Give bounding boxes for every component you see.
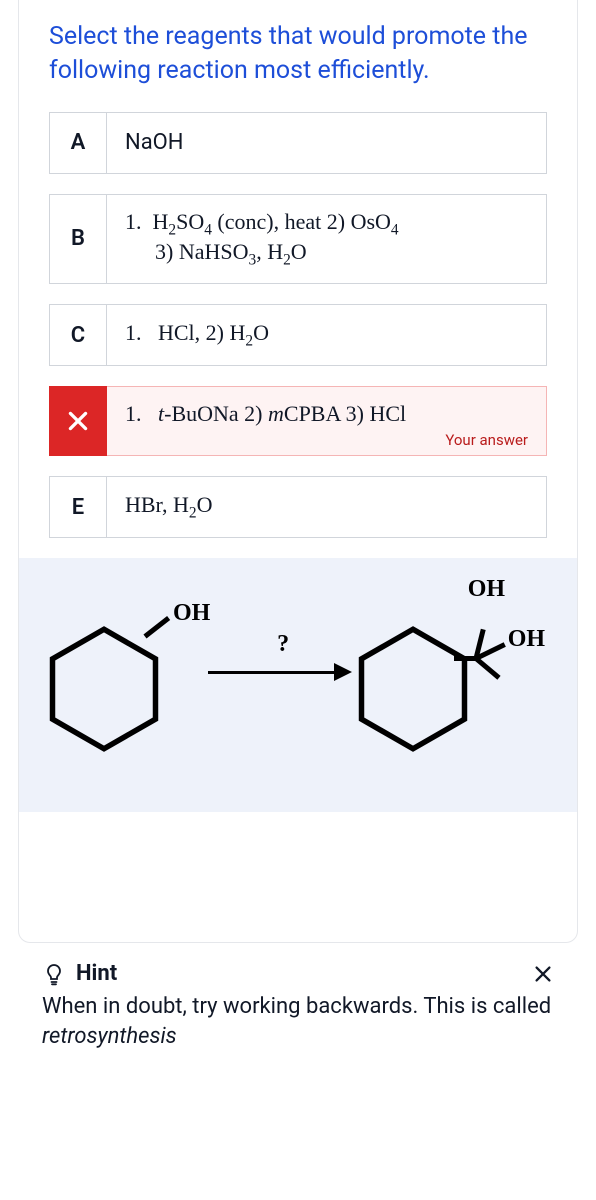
option-b[interactable]: B 1. H2SO4 (conc), heat 2) OsO4 3) NaHSO… — [49, 194, 547, 285]
option-a-text: NaOH — [125, 130, 184, 155]
reaction-arrow: ? — [208, 637, 357, 697]
hint-panel: Hint When in doubt, try working backward… — [18, 943, 578, 1059]
arrow-line — [208, 671, 338, 674]
hint-body: When in doubt, try working backwards. Th… — [42, 992, 554, 1051]
option-a-letter: A — [49, 112, 107, 174]
option-b-text: 1. H2SO4 (conc), heat 2) OsO4 3) NaHSO3,… — [125, 209, 528, 270]
reaction-diagram: OH ? OH OH — [19, 558, 577, 812]
option-a-body: NaOH — [107, 112, 547, 174]
option-e-text: HBr, H2O — [125, 492, 528, 522]
cyclohexane-ring-left — [49, 626, 159, 752]
options-list: A NaOH B 1. H2SO4 (conc), heat 2) OsO4 3… — [19, 112, 577, 539]
option-d-body: 1. t-BuONa 2) mCPBA 3) HCl Your answer — [107, 386, 547, 456]
hint-header-left: Hint — [42, 961, 117, 986]
option-e-body: HBr, H2O — [107, 476, 547, 538]
question-card: Select the reagents that would promote t… — [18, 0, 578, 943]
option-b-letter: B — [49, 194, 107, 285]
hint-body-prefix: When in doubt, try working backwards. Th… — [42, 994, 551, 1019]
option-d-text: 1. t-BuONa 2) mCPBA 3) HCl — [125, 401, 528, 427]
option-c[interactable]: C 1. HCl, 2) H2O — [49, 304, 547, 366]
lightbulb-icon — [42, 962, 66, 986]
option-e[interactable]: E HBr, H2O — [49, 476, 547, 538]
close-icon[interactable] — [532, 963, 554, 985]
question-text: Select the reagents that would promote t… — [19, 20, 577, 112]
product: OH OH — [358, 582, 547, 752]
question-mark: ? — [277, 631, 289, 658]
option-b-body: 1. H2SO4 (conc), heat 2) OsO4 3) NaHSO3,… — [107, 194, 547, 285]
option-a[interactable]: A NaOH — [49, 112, 547, 174]
option-d[interactable]: 1. t-BuONa 2) mCPBA 3) HCl Your answer — [49, 386, 547, 456]
starting-material: OH — [49, 582, 208, 752]
bond-c-to-ch — [474, 657, 500, 680]
spacer — [19, 812, 577, 942]
hint-header: Hint — [42, 961, 554, 986]
cross-icon — [65, 408, 91, 434]
hint-body-em: retrosynthesis — [42, 1024, 177, 1049]
oh-label-right: OH — [508, 626, 545, 653]
option-d-letter-wrong — [49, 386, 107, 456]
your-answer-label: Your answer — [125, 431, 528, 449]
option-c-body: 1. HCl, 2) H2O — [107, 304, 547, 366]
hint-title: Hint — [76, 961, 117, 986]
cyclohexane-ring-right — [358, 626, 468, 752]
oh-label-top: OH — [468, 576, 505, 603]
option-c-text: 1. HCl, 2) H2O — [125, 320, 528, 350]
option-e-letter: E — [49, 476, 107, 538]
arrow-head — [334, 663, 352, 681]
oh-label-left: OH — [173, 600, 210, 627]
option-c-letter: C — [49, 304, 107, 366]
